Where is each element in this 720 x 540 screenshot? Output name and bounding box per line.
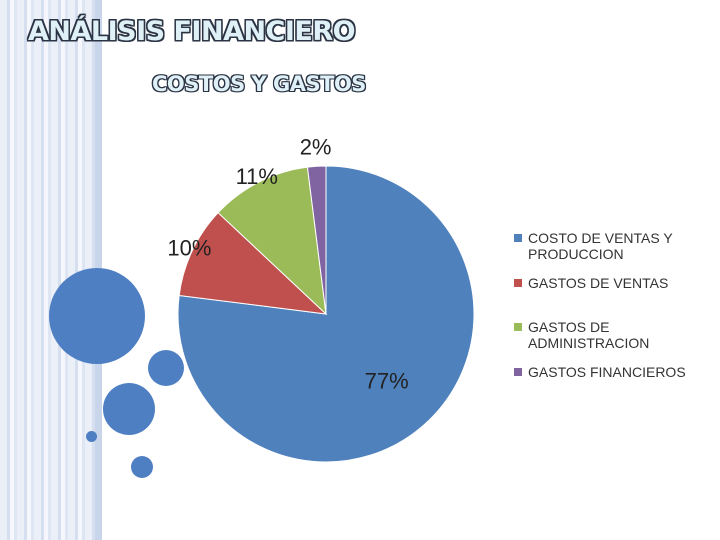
legend-label: COSTO DE VENTAS Y PRODUCCION <box>528 230 673 262</box>
page-subtitle: COSTOS Y GASTOS <box>152 72 366 96</box>
legend-label: GASTOS FINANCIEROS <box>528 364 686 380</box>
pie-slice-gastos-de-ventas <box>178 211 328 315</box>
legend-item-gastos-de-administracion: GASTOS DE ADMINISTRACION <box>514 319 714 351</box>
pie-slice-gastos-de-administracion <box>217 166 327 316</box>
legend-swatch <box>514 234 522 242</box>
legend-label: GASTOS DE VENTAS <box>528 275 669 291</box>
data-label-gastos-de-ventas: 10% <box>167 236 211 261</box>
decorative-circle-tiny <box>86 431 97 442</box>
legend-item-costo-de-ventas-y-produccion: COSTO DE VENTAS Y PRODUCCION <box>514 230 714 262</box>
legend-swatch <box>514 368 522 376</box>
decorative-circle-large <box>49 268 145 364</box>
decorative-circle-medium-2 <box>103 383 155 435</box>
legend-swatch <box>514 323 522 331</box>
data-label-costo-de-ventas-y-produccion: 77% <box>365 369 409 394</box>
legend-swatch <box>514 279 522 287</box>
legend-item-gastos-financieros: GASTOS FINANCIEROS <box>514 364 714 380</box>
data-label-gastos-financieros: 2% <box>300 134 332 159</box>
legend-item-gastos-de-ventas: GASTOS DE VENTAS <box>514 275 714 291</box>
pie-slice-gastos-financieros <box>306 165 327 315</box>
data-label-gastos-de-administracion: 11% <box>236 164 278 189</box>
decorative-circle-small <box>131 456 153 478</box>
decorative-stripes <box>0 0 95 540</box>
page-title: ANÁLISIS FINANCIERO <box>28 16 356 47</box>
decorative-circle-medium <box>148 350 184 386</box>
legend-label: GASTOS DE ADMINISTRACION <box>528 319 650 351</box>
